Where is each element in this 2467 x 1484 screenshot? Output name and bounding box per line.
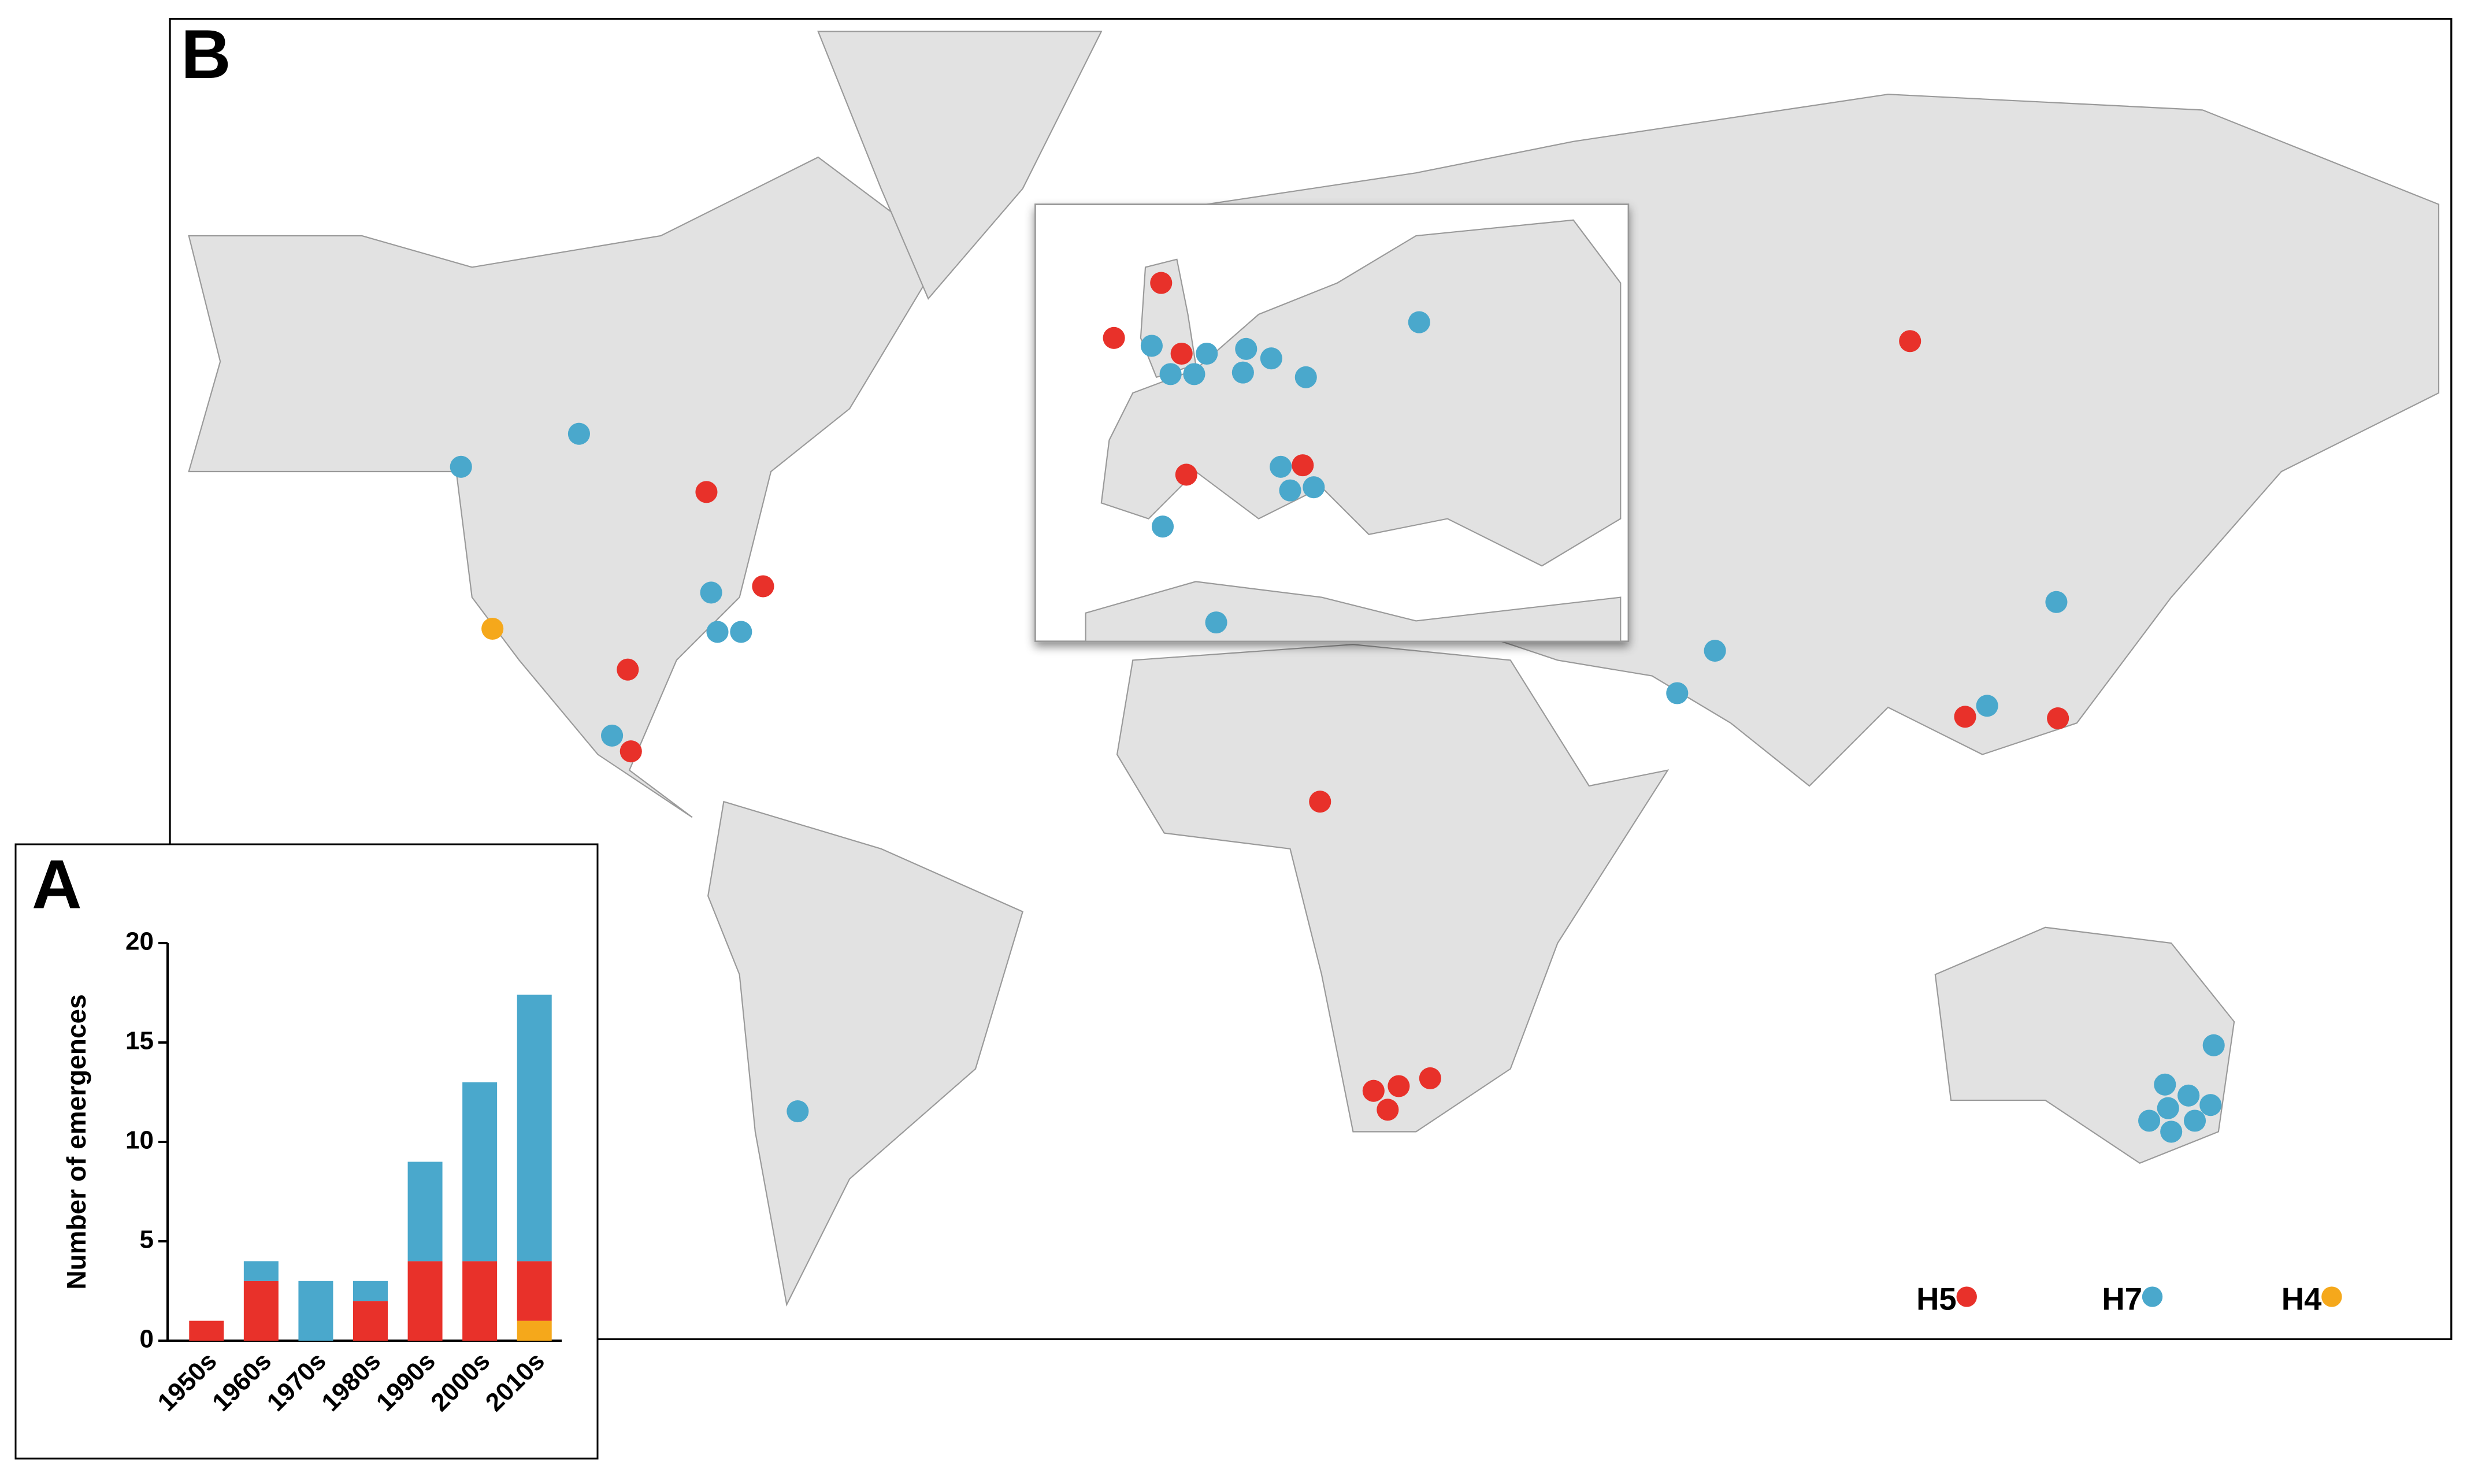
site-marker xyxy=(1103,327,1125,349)
site-marker xyxy=(2160,1121,2183,1143)
site-marker xyxy=(1704,640,1726,662)
panel-label: B xyxy=(181,16,231,93)
site-marker xyxy=(1666,682,1689,704)
site-marker xyxy=(1205,611,1227,634)
site-marker xyxy=(1362,1079,1385,1102)
y-tick-label: 0 xyxy=(140,1325,154,1353)
bar-segment xyxy=(243,1281,279,1341)
map-panel: B H4 H5 H7 xyxy=(169,16,2453,1341)
chart-frame xyxy=(14,843,599,1460)
site-marker xyxy=(1976,695,1998,717)
site-marker xyxy=(481,617,504,640)
site-marker xyxy=(1170,342,1193,365)
site-marker xyxy=(1408,311,1430,333)
site-marker xyxy=(1175,463,1197,486)
site-marker xyxy=(1270,455,1292,478)
site-marker xyxy=(1294,366,1317,388)
legend: H4 H5 H7 xyxy=(1916,1282,2342,1317)
y-tick-label: 5 xyxy=(140,1226,154,1254)
site-marker xyxy=(1309,791,1331,813)
bar-segment xyxy=(407,1261,443,1341)
panel-label: A xyxy=(32,846,82,923)
legend-marker xyxy=(2142,1286,2163,1307)
site-marker xyxy=(1260,347,1282,370)
legend-label: H7 xyxy=(2102,1282,2142,1317)
site-marker xyxy=(1377,1099,1399,1121)
site-marker xyxy=(619,740,642,763)
legend-marker xyxy=(2321,1286,2342,1307)
site-marker xyxy=(730,621,752,643)
site-marker xyxy=(1150,272,1173,294)
emergence-sites xyxy=(450,272,2225,1143)
site-marker xyxy=(2177,1084,2200,1107)
site-marker xyxy=(752,575,774,598)
site-marker xyxy=(700,581,722,604)
bar-chart-panel: A Number of emergences 051015201950s1960… xyxy=(14,843,599,1460)
africa xyxy=(1116,644,1670,1133)
legend-label: H4 xyxy=(2281,1282,2322,1317)
y-axis-label: Number of emergences xyxy=(61,994,91,1289)
bar-segment xyxy=(407,1162,443,1262)
europe-inset xyxy=(1034,203,1630,643)
site-marker xyxy=(1159,363,1182,385)
site-marker xyxy=(2047,707,2069,730)
site-marker xyxy=(2045,591,2068,613)
y-tick-label: 15 xyxy=(125,1027,154,1055)
bar-segment xyxy=(517,995,552,1262)
greenland xyxy=(817,31,1103,300)
site-marker xyxy=(1303,476,1325,499)
bar-segment xyxy=(298,1281,333,1341)
site-marker xyxy=(2138,1110,2161,1132)
bar-segment xyxy=(353,1281,388,1301)
site-marker xyxy=(706,621,729,643)
site-marker xyxy=(1954,706,1976,728)
site-marker xyxy=(1231,361,1254,384)
site-marker xyxy=(567,422,590,445)
y-tick-label: 20 xyxy=(125,928,154,956)
bar-segment xyxy=(517,1261,552,1321)
site-marker xyxy=(601,724,624,747)
y-tick-label: 10 xyxy=(125,1126,154,1155)
site-marker xyxy=(1196,342,1218,365)
site-marker xyxy=(617,658,639,681)
site-marker xyxy=(1279,479,1301,502)
south-america xyxy=(707,800,1024,1307)
site-marker xyxy=(1235,337,1257,360)
bar-segment xyxy=(189,1320,224,1341)
site-marker xyxy=(2202,1034,2225,1056)
site-marker xyxy=(1183,363,1205,385)
site-marker xyxy=(1899,330,1921,353)
bar-segment xyxy=(353,1301,388,1341)
legend-label: H5 xyxy=(1916,1282,1957,1317)
bar-segment xyxy=(243,1261,279,1281)
site-marker xyxy=(450,455,472,478)
inset-land xyxy=(1100,219,1622,567)
bar-segment xyxy=(462,1261,498,1341)
bar-segment xyxy=(517,1320,552,1341)
site-marker xyxy=(695,481,718,503)
legend-marker xyxy=(1956,1286,1977,1307)
bar-segment xyxy=(462,1082,498,1262)
site-marker xyxy=(2199,1094,2222,1116)
site-marker xyxy=(1388,1075,1410,1097)
site-marker xyxy=(2183,1110,2206,1132)
site-marker xyxy=(1140,335,1163,357)
site-marker xyxy=(1151,515,1174,538)
site-marker xyxy=(1292,454,1314,477)
site-marker xyxy=(2154,1073,2176,1096)
site-marker xyxy=(1419,1067,1441,1089)
site-marker xyxy=(2157,1097,2179,1119)
site-marker xyxy=(787,1100,809,1123)
